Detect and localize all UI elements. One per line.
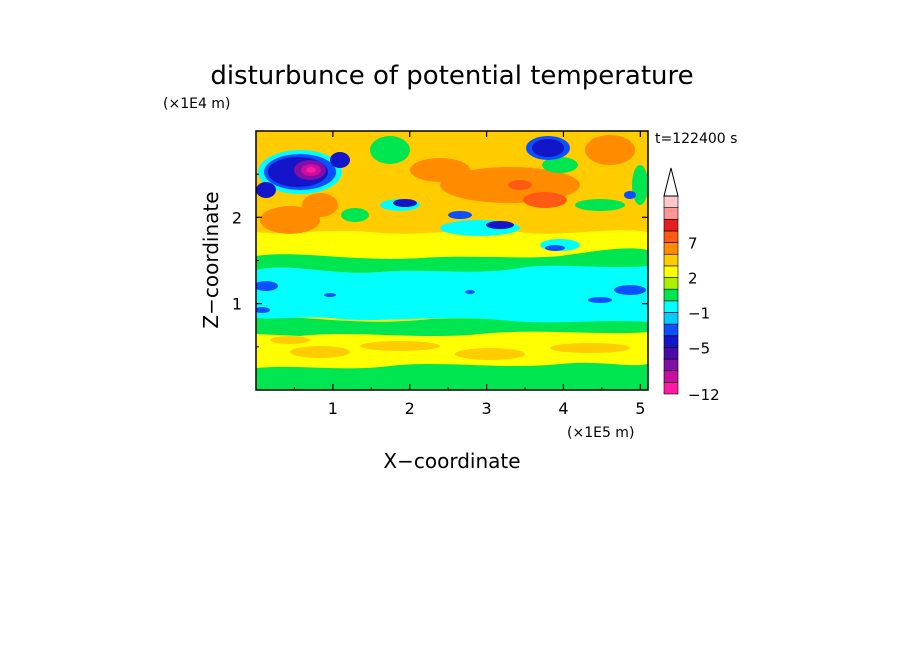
x-axis: 1 2 3 4 5	[293, 131, 645, 418]
colorbar-swatch	[663, 347, 679, 360]
colorbar-label: −12	[688, 386, 720, 404]
colorbar-swatch	[663, 300, 679, 313]
y-unit-label: (×1E4 m)	[163, 96, 230, 112]
colorbar-extend-arrow	[663, 167, 679, 197]
plot-field	[256, 131, 648, 390]
x-axis-title: X−coordinate	[383, 449, 520, 473]
colorbar-swatch	[663, 335, 679, 348]
x-tick-label: 2	[405, 399, 415, 418]
colorbar: −12−5−127	[663, 167, 720, 404]
colorbar-swatch	[663, 207, 679, 220]
colorbar-label: −5	[688, 339, 710, 357]
colorbar-swatch	[663, 253, 679, 267]
y-tick-label: 2	[232, 208, 242, 227]
time-label: t=122400 s	[655, 131, 737, 147]
x-tick-label: 3	[481, 399, 491, 418]
x-tick-label: 4	[558, 399, 568, 418]
colorbar-swatch	[663, 370, 679, 383]
x-tick-label: 1	[328, 399, 338, 418]
y-axis: 12	[232, 173, 648, 348]
colorbar-swatch	[663, 218, 679, 232]
colorbar-swatch	[663, 382, 679, 395]
colorbar-swatch	[663, 277, 679, 290]
colorbar-label: 7	[688, 235, 698, 253]
colorbar-swatch	[663, 195, 679, 208]
colorbar-swatch	[663, 242, 679, 255]
colorbar-swatch	[663, 312, 679, 325]
colorbar-swatch	[663, 230, 679, 243]
y-tick-label: 1	[232, 295, 242, 314]
colorbar-label: −1	[688, 304, 710, 322]
x-unit-label: (×1E5 m)	[567, 425, 634, 441]
colorbar-swatch	[663, 288, 679, 302]
x-tick-label: 5	[635, 399, 645, 418]
colorbar-swatch	[663, 358, 679, 372]
y-axis-title: Z−coordinate	[199, 191, 223, 328]
colorbar-swatch	[663, 265, 679, 278]
colorbar-label: 2	[688, 270, 698, 288]
chart-title: disturbunce of potential temperature	[210, 61, 693, 91]
colorbar-swatch	[663, 323, 679, 337]
